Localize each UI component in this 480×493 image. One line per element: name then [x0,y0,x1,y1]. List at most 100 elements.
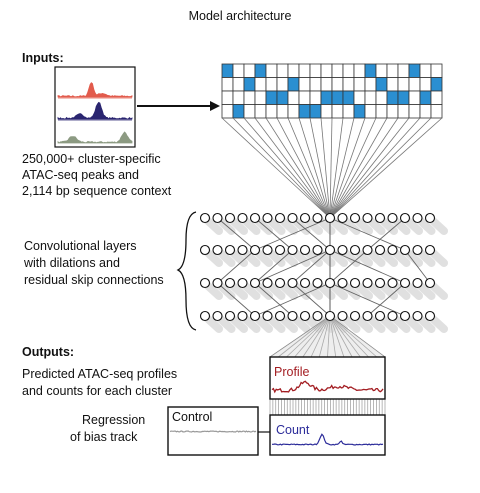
grid-cell [397,90,410,105]
foreground-layer [57,82,436,446]
profile-label: Profile [274,365,309,379]
node [249,212,261,224]
node [237,244,248,256]
fan-line [329,117,443,219]
grid-cell [254,63,267,78]
grid-cell [221,77,234,92]
fan-line [329,117,432,219]
node [212,244,223,256]
node [262,277,273,289]
outputs-line: and counts for each cluster [22,384,172,398]
node-shadow [365,314,386,333]
node-shadow [415,248,436,267]
grid-cell [375,104,388,119]
node-shadow [253,314,273,333]
bias-line: Regression [82,413,145,427]
node-shadow [328,281,348,300]
grid-cell [353,63,366,78]
grid-cell [276,63,289,78]
node-shadow [353,314,373,333]
inputs-line: ATAC-seq peaks and [22,168,139,182]
grid-cell [254,104,267,119]
grid-cell [254,77,267,92]
layer-connection [329,282,406,317]
node [274,277,286,289]
node-shadow [265,216,286,235]
profile-track [271,380,384,394]
fan-line [265,117,331,219]
grid-cell [353,104,366,119]
node-shadow [353,248,373,267]
grid-cell [386,77,399,92]
input-box [54,66,136,148]
grid-cell [309,77,322,92]
layers-line: residual skip connections [24,273,164,287]
node-shadow [240,314,261,333]
node-shadow [428,248,448,267]
node [224,277,236,289]
node [237,310,248,322]
grid-cell [298,77,311,92]
grid-cell [309,63,322,78]
node [349,277,361,289]
node-shadow [415,216,436,235]
grid-cell [419,104,432,119]
grid-cell [419,77,432,92]
node-shadow [403,314,423,333]
layer-connection [367,217,406,251]
node [412,212,423,224]
node [249,310,261,322]
node [387,212,398,224]
node [374,212,386,224]
layer-connection [292,282,331,317]
node-shadow [240,216,261,235]
fan-line [287,117,331,219]
node [287,212,298,224]
node-shadow [228,216,248,235]
node-shadow [265,281,286,300]
grid-cell [430,104,443,119]
node [262,310,273,322]
node-shadow [403,281,423,300]
layer-connection [367,282,406,317]
grid-cell [309,90,322,105]
count-box [269,414,386,456]
fan-line [329,117,399,219]
node [424,310,436,322]
count-label: Count [276,423,310,437]
node-shadow [290,314,311,333]
grid-cell [397,77,410,92]
control-track [169,430,257,433]
node-shadow [365,281,386,300]
node [212,277,223,289]
layer-connection [292,217,331,251]
grid-cell [364,90,377,105]
node [412,310,423,322]
count-track [272,433,384,446]
node [374,277,386,289]
node [199,244,211,256]
node [312,212,323,224]
grid-cell [397,63,410,78]
title: Model architecture [189,9,292,23]
fan-line [329,117,388,219]
layer-connection [329,217,406,251]
node-shadow [340,314,361,333]
output-fan-fill [270,316,385,357]
node [249,244,261,256]
fan-line [276,117,331,219]
grid-cell [265,90,278,105]
node [224,212,236,224]
node-shadow [203,281,223,300]
grid-cell [265,104,278,119]
layer-connection [254,249,331,284]
grid-cell [397,104,410,119]
grid-cell [243,63,256,78]
brace [176,211,197,331]
layer-connection [254,217,331,251]
node-shadow [378,314,398,333]
grid-cell [331,104,344,119]
node-shadow [240,248,261,267]
node [299,244,311,256]
grid-cell [375,63,388,78]
